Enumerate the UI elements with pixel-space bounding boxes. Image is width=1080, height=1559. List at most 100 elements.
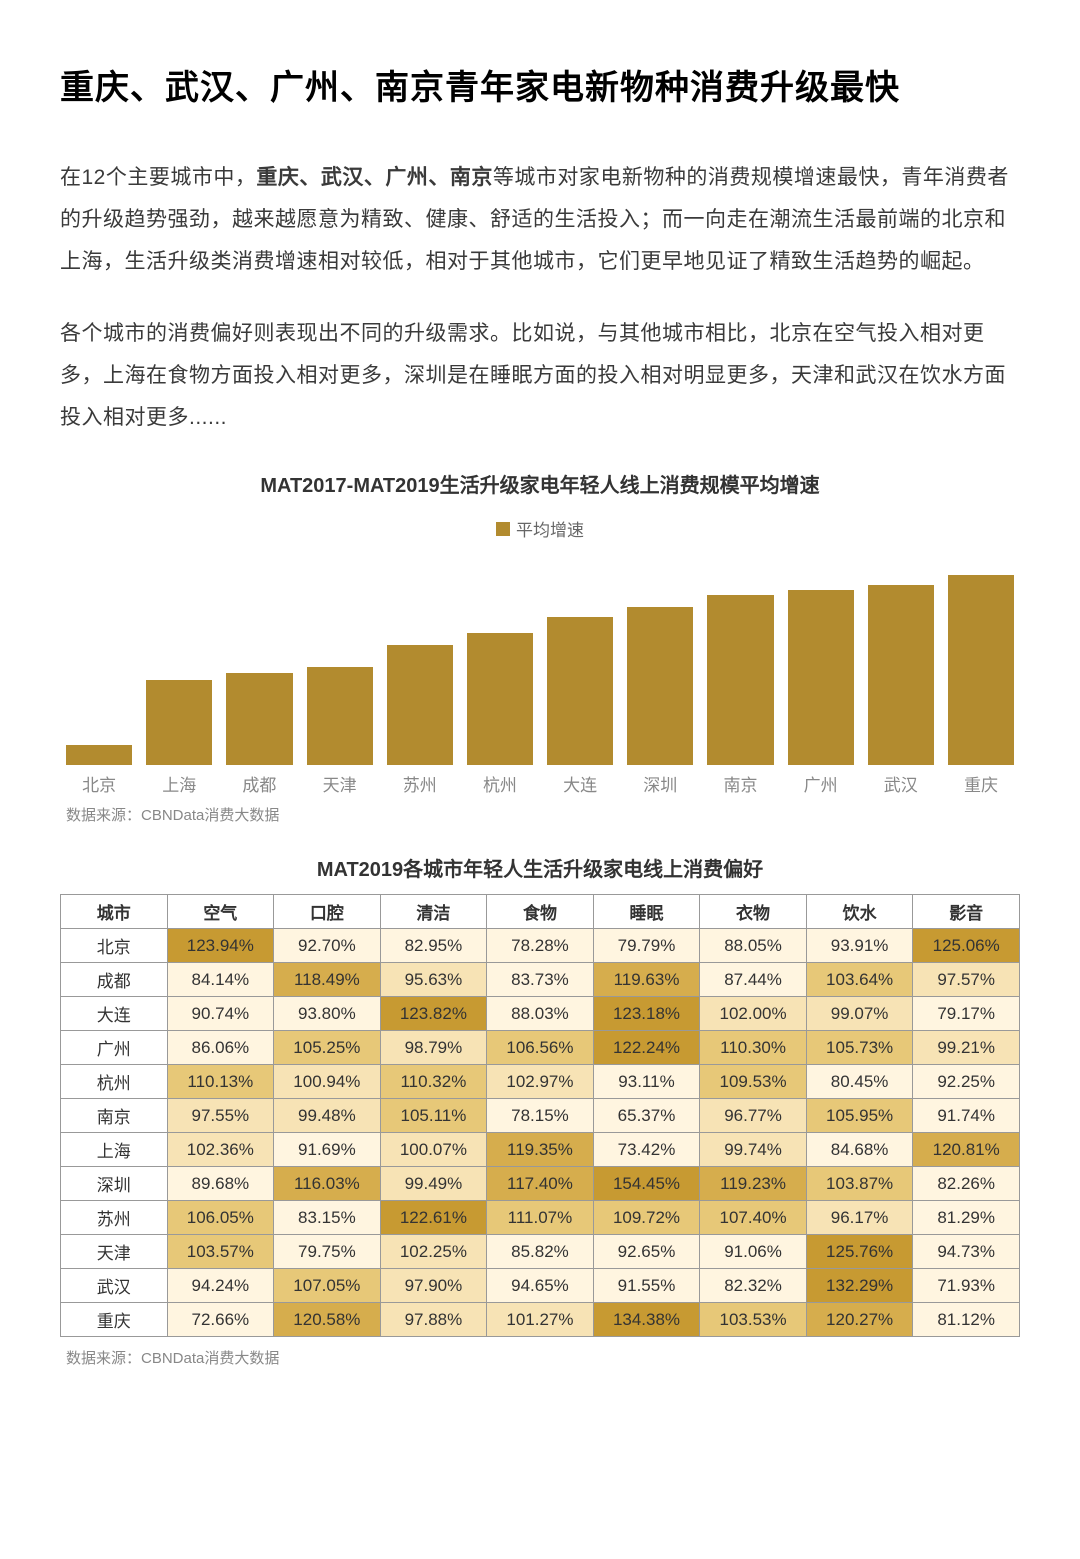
bar-column <box>307 667 373 765</box>
table-value-cell: 82.95% <box>380 929 487 963</box>
table-value-cell: 105.95% <box>806 1099 913 1133</box>
table-data-source: 数据来源：CBNData消费大数据 <box>66 1347 1020 1368</box>
table-value-cell: 97.90% <box>380 1269 487 1303</box>
table-value-cell: 80.45% <box>806 1065 913 1099</box>
table-value-cell: 78.15% <box>487 1099 594 1133</box>
bar-label: 苏州 <box>387 771 453 796</box>
table-value-cell: 101.27% <box>487 1303 594 1337</box>
table-value-cell: 86.06% <box>167 1031 274 1065</box>
table-value-cell: 87.44% <box>700 963 807 997</box>
bar <box>948 575 1014 765</box>
table-value-cell: 99.48% <box>274 1099 381 1133</box>
legend-swatch <box>496 522 510 536</box>
bar-column <box>707 595 773 765</box>
table-value-cell: 93.91% <box>806 929 913 963</box>
table-value-cell: 103.64% <box>806 963 913 997</box>
table-value-cell: 116.03% <box>274 1167 381 1201</box>
table-value-cell: 123.94% <box>167 929 274 963</box>
table-value-cell: 105.73% <box>806 1031 913 1065</box>
table-value-cell: 109.53% <box>700 1065 807 1099</box>
table-value-cell: 102.36% <box>167 1133 274 1167</box>
table-value-cell: 93.80% <box>274 997 381 1031</box>
table-value-cell: 122.61% <box>380 1201 487 1235</box>
table-row: 杭州110.13%100.94%110.32%102.97%93.11%109.… <box>61 1065 1020 1099</box>
table-value-cell: 83.73% <box>487 963 594 997</box>
table-value-cell: 71.93% <box>913 1269 1020 1303</box>
table-value-cell: 119.35% <box>487 1133 594 1167</box>
table-value-cell: 99.07% <box>806 997 913 1031</box>
table-value-cell: 81.29% <box>913 1201 1020 1235</box>
bar <box>547 617 613 765</box>
legend-label: 平均增速 <box>516 516 584 541</box>
bar-label: 北京 <box>66 771 132 796</box>
table-value-cell: 88.03% <box>487 997 594 1031</box>
bar <box>146 680 212 765</box>
bar <box>226 673 292 765</box>
table-value-cell: 110.30% <box>700 1031 807 1065</box>
table-row: 北京123.94%92.70%82.95%78.28%79.79%88.05%9… <box>61 929 1020 963</box>
table-value-cell: 132.29% <box>806 1269 913 1303</box>
table-value-cell: 154.45% <box>593 1167 700 1201</box>
table-value-cell: 96.77% <box>700 1099 807 1133</box>
bar <box>387 645 453 765</box>
table-value-cell: 84.14% <box>167 963 274 997</box>
page-title: 重庆、武汉、广州、南京青年家电新物种消费升级最快 <box>60 60 1020 109</box>
table-value-cell: 79.75% <box>274 1235 381 1269</box>
table-city-cell: 大连 <box>61 997 168 1031</box>
table-value-cell: 119.23% <box>700 1167 807 1201</box>
table-value-cell: 92.25% <box>913 1065 1020 1099</box>
table-value-cell: 85.82% <box>487 1235 594 1269</box>
table-row: 深圳89.68%116.03%99.49%117.40%154.45%119.2… <box>61 1167 1020 1201</box>
bar-label: 深圳 <box>627 771 693 796</box>
table-value-cell: 122.24% <box>593 1031 700 1065</box>
table-value-cell: 94.73% <box>913 1235 1020 1269</box>
bar-column <box>627 607 693 765</box>
table-value-cell: 105.11% <box>380 1099 487 1133</box>
table-city-cell: 苏州 <box>61 1201 168 1235</box>
bar-column <box>387 645 453 765</box>
bar-column <box>226 673 292 765</box>
bar-label: 武汉 <box>868 771 934 796</box>
bar-label: 上海 <box>146 771 212 796</box>
table-header-cell: 饮水 <box>806 895 913 929</box>
bar-column <box>66 745 132 765</box>
bar <box>788 590 854 765</box>
table-value-cell: 103.57% <box>167 1235 274 1269</box>
table-value-cell: 120.58% <box>274 1303 381 1337</box>
table-header-cell: 空气 <box>167 895 274 929</box>
table-body: 北京123.94%92.70%82.95%78.28%79.79%88.05%9… <box>61 929 1020 1337</box>
bar-column <box>146 680 212 765</box>
para1-bold: 重庆、武汉、广州、南京 <box>256 166 493 189</box>
table-value-cell: 81.12% <box>913 1303 1020 1337</box>
table-header-cell: 睡眠 <box>593 895 700 929</box>
chart-data-source: 数据来源：CBNData消费大数据 <box>66 804 1020 825</box>
table-value-cell: 97.57% <box>913 963 1020 997</box>
table-city-cell: 成都 <box>61 963 168 997</box>
table-header-cell: 口腔 <box>274 895 381 929</box>
table-value-cell: 97.88% <box>380 1303 487 1337</box>
table-city-cell: 上海 <box>61 1133 168 1167</box>
bar-column <box>788 590 854 765</box>
table-value-cell: 91.06% <box>700 1235 807 1269</box>
table-value-cell: 100.07% <box>380 1133 487 1167</box>
table-value-cell: 117.40% <box>487 1167 594 1201</box>
paragraph-2: 各个城市的消费偏好则表现出不同的升级需求。比如说，与其他城市相比，北京在空气投入… <box>60 313 1020 439</box>
table-header-row: 城市空气口腔清洁食物睡眠衣物饮水影音 <box>61 895 1020 929</box>
table-value-cell: 119.63% <box>593 963 700 997</box>
table-value-cell: 106.56% <box>487 1031 594 1065</box>
table-value-cell: 123.82% <box>380 997 487 1031</box>
table-value-cell: 99.49% <box>380 1167 487 1201</box>
table-city-cell: 南京 <box>61 1099 168 1133</box>
table-value-cell: 79.79% <box>593 929 700 963</box>
table-value-cell: 103.53% <box>700 1303 807 1337</box>
bar <box>66 745 132 765</box>
chart-legend: 平均增速 <box>60 516 1020 541</box>
table-value-cell: 90.74% <box>167 997 274 1031</box>
para1-pre: 在12个主要城市中， <box>60 166 256 189</box>
bar-column <box>948 575 1014 765</box>
table-value-cell: 91.69% <box>274 1133 381 1167</box>
bar-label: 大连 <box>547 771 613 796</box>
table-value-cell: 107.40% <box>700 1201 807 1235</box>
bar-labels-row: 北京上海成都天津苏州杭州大连深圳南京广州武汉重庆 <box>60 771 1020 796</box>
table-value-cell: 100.94% <box>274 1065 381 1099</box>
